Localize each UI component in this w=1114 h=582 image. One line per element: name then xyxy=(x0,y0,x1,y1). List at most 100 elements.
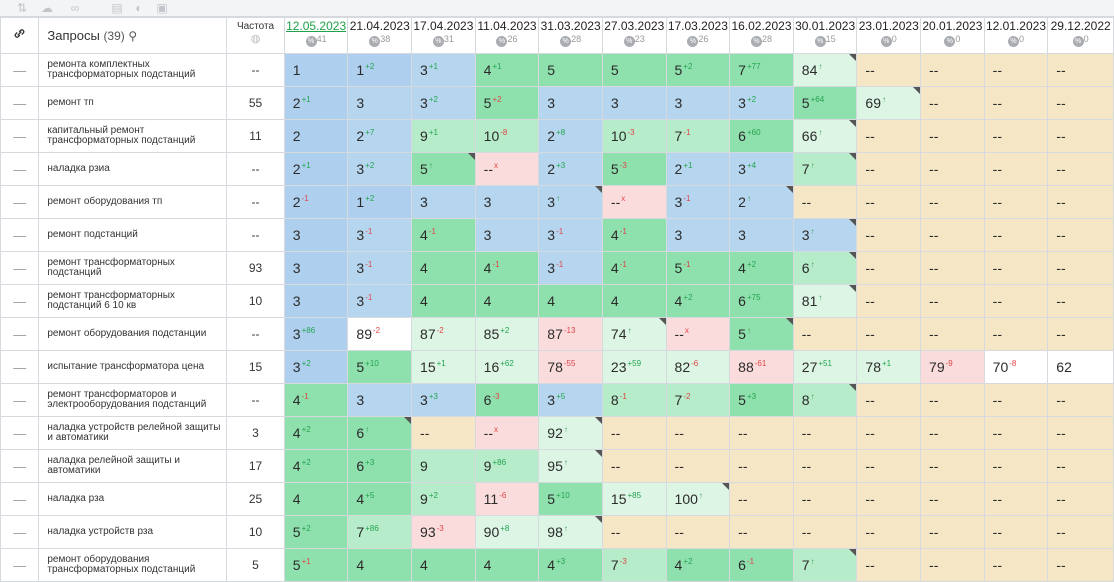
position-cell[interactable]: -- xyxy=(411,416,476,450)
position-cell[interactable]: 3 xyxy=(474,218,540,252)
link-icon[interactable]: ∞ xyxy=(70,1,80,15)
query-text[interactable]: наладка устройств релейной защиты и авто… xyxy=(38,416,228,450)
row-collapse-button[interactable]: — xyxy=(0,482,40,516)
date-column-header[interactable]: 30.01.2023% 15 xyxy=(792,17,858,54)
position-cell[interactable]: -- xyxy=(983,383,1049,417)
position-cell[interactable]: -- xyxy=(792,416,858,450)
date-label[interactable]: 17.03.2023 xyxy=(667,19,728,33)
position-cell[interactable]: 15+1 xyxy=(411,350,476,384)
position-cell[interactable]: 69↑ xyxy=(856,86,922,120)
position-cell[interactable]: 3 xyxy=(283,284,349,318)
row-collapse-button[interactable]: — xyxy=(0,449,40,483)
position-cell[interactable]: -- xyxy=(856,284,922,318)
position-cell[interactable]: 7-2 xyxy=(665,383,731,417)
position-cell[interactable]: 5+3 xyxy=(729,383,794,417)
position-cell[interactable]: 3+2 xyxy=(283,350,349,384)
position-cell[interactable]: 10-3 xyxy=(601,119,667,153)
position-cell[interactable]: 7-1 xyxy=(665,119,731,153)
position-cell[interactable]: 7+86 xyxy=(347,515,413,549)
position-cell[interactable]: 78+1 xyxy=(856,350,922,384)
contrast-icon[interactable]: ◐ xyxy=(135,1,143,15)
position-cell[interactable]: -- xyxy=(792,185,858,219)
frequency-column-header[interactable]: Частота ◍ xyxy=(226,17,285,54)
date-column-header[interactable]: 20.01.2023% 0 xyxy=(920,17,985,54)
position-cell[interactable]: 4+5 xyxy=(347,482,413,516)
position-cell[interactable]: 6-1 xyxy=(729,548,794,582)
position-cell[interactable]: -- xyxy=(920,383,985,417)
position-cell[interactable]: -- xyxy=(856,416,922,450)
position-cell[interactable]: 7-3 xyxy=(601,548,667,582)
query-text[interactable]: наладка релейной защиты и автоматики xyxy=(38,449,228,483)
position-cell[interactable]: -- xyxy=(792,482,858,516)
position-cell[interactable]: 85+2 xyxy=(474,317,540,351)
position-cell[interactable]: 3-1 xyxy=(347,218,413,252)
position-cell[interactable]: 6+60 xyxy=(729,119,794,153)
position-cell[interactable]: 2+3 xyxy=(538,152,603,186)
position-cell[interactable]: 4+2 xyxy=(665,284,731,318)
position-cell[interactable]: 3+5 xyxy=(538,383,603,417)
position-cell[interactable]: -- xyxy=(920,515,985,549)
position-cell[interactable]: -- xyxy=(729,416,794,450)
date-label[interactable]: 30.01.2023 xyxy=(795,19,856,33)
position-cell[interactable]: 4-1 xyxy=(601,251,667,285)
position-cell[interactable]: -- xyxy=(1047,86,1114,120)
position-cell[interactable]: 4 xyxy=(411,284,476,318)
position-cell[interactable]: 1+2 xyxy=(347,185,413,219)
row-collapse-button[interactable]: — xyxy=(0,383,40,417)
position-cell[interactable]: 87-13 xyxy=(538,317,603,351)
position-cell[interactable]: 3 xyxy=(665,218,731,252)
position-cell[interactable]: 2+8 xyxy=(538,119,603,153)
query-text[interactable]: наладка устройств рза xyxy=(38,515,228,549)
position-cell[interactable]: 3 xyxy=(283,251,349,285)
position-cell[interactable]: 1 xyxy=(283,53,349,87)
position-cell[interactable]: -- xyxy=(856,449,922,483)
position-cell[interactable]: -- xyxy=(856,218,922,252)
position-cell[interactable]: -- xyxy=(1047,482,1114,516)
position-cell[interactable]: --x xyxy=(474,152,540,186)
position-cell[interactable]: -- xyxy=(920,284,985,318)
position-cell[interactable]: 92↑ xyxy=(538,416,603,450)
position-cell[interactable]: -- xyxy=(1047,416,1114,450)
position-cell[interactable]: 5-3 xyxy=(601,152,667,186)
position-cell[interactable]: -- xyxy=(1047,152,1114,186)
position-cell[interactable]: -- xyxy=(1047,284,1114,318)
position-cell[interactable]: 16+62 xyxy=(474,350,540,384)
position-cell[interactable]: 3-1 xyxy=(665,185,731,219)
position-cell[interactable]: 62 xyxy=(1047,350,1114,384)
date-label[interactable]: 23.01.2023 xyxy=(858,19,919,33)
position-cell[interactable]: -- xyxy=(856,383,922,417)
position-cell[interactable]: 8↑ xyxy=(792,383,858,417)
position-cell[interactable]: -- xyxy=(1047,119,1114,153)
position-cell[interactable]: 4-1 xyxy=(601,218,667,252)
date-column-header[interactable]: 17.03.2023% 26 xyxy=(665,17,731,54)
date-column-header[interactable]: 11.04.2023% 26 xyxy=(474,17,540,54)
position-cell[interactable]: 23+59 xyxy=(601,350,667,384)
row-collapse-button[interactable]: — xyxy=(0,251,40,285)
position-cell[interactable]: -- xyxy=(983,152,1049,186)
date-label[interactable]: 12.05.2023 xyxy=(286,19,347,33)
position-cell[interactable]: 5↑ xyxy=(411,152,476,186)
query-text[interactable]: ремонт трансформаторов и электрооборудов… xyxy=(38,383,228,417)
position-cell[interactable]: -- xyxy=(856,152,922,186)
position-cell[interactable]: 9+1 xyxy=(411,119,476,153)
date-column-header[interactable]: 23.01.2023% 0 xyxy=(856,17,922,54)
position-cell[interactable]: -- xyxy=(856,53,922,87)
position-cell[interactable]: -- xyxy=(856,185,922,219)
position-cell[interactable]: 4-1 xyxy=(411,218,476,252)
position-cell[interactable]: 4+2 xyxy=(283,449,349,483)
position-cell[interactable]: -- xyxy=(983,53,1049,87)
position-cell[interactable]: 3-1 xyxy=(538,218,603,252)
document-icon[interactable]: ▤ xyxy=(111,1,123,15)
position-cell[interactable]: 5↑ xyxy=(729,317,794,351)
position-cell[interactable]: -- xyxy=(983,185,1049,219)
position-cell[interactable]: -- xyxy=(983,251,1049,285)
position-cell[interactable]: 3 xyxy=(601,86,667,120)
position-cell[interactable]: -- xyxy=(983,218,1049,252)
date-column-header[interactable]: 21.04.2023% 38 xyxy=(347,17,413,54)
position-cell[interactable]: 5+1 xyxy=(283,548,349,582)
position-cell[interactable]: 5+2 xyxy=(665,53,731,87)
position-cell[interactable]: 2+1 xyxy=(665,152,731,186)
position-cell[interactable]: 95↑ xyxy=(538,449,603,483)
position-cell[interactable]: 6↑ xyxy=(792,251,858,285)
position-cell[interactable]: -- xyxy=(1047,185,1114,219)
